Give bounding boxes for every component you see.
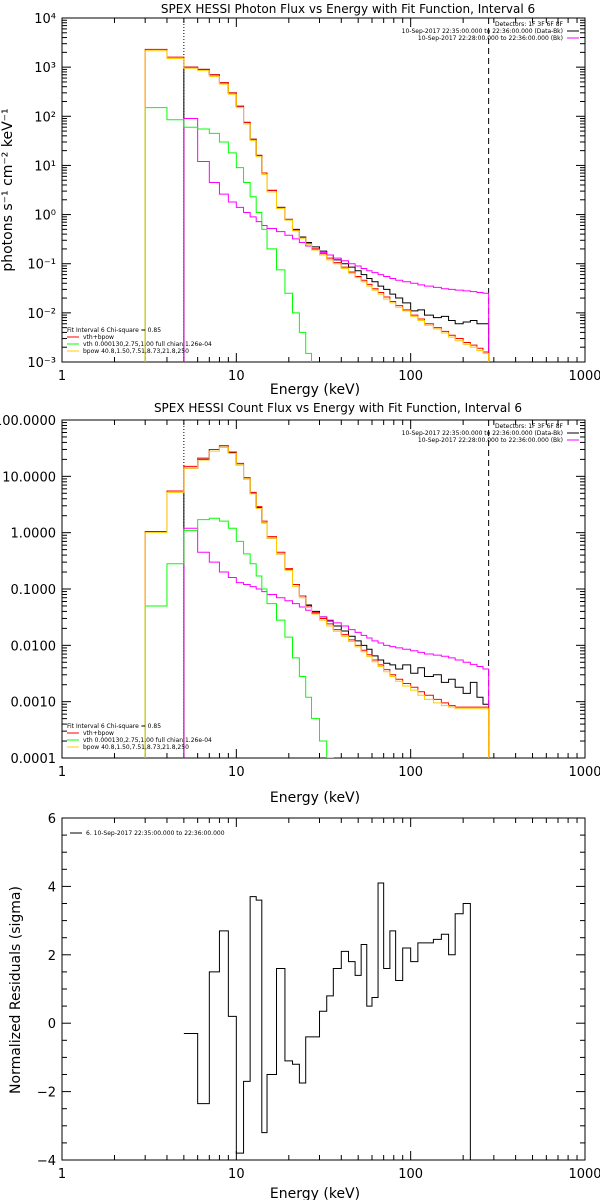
y-tick-label: 10⁻¹ — [27, 258, 56, 273]
x-tick-label: 1 — [58, 1167, 66, 1182]
count-flux-xlabel: Energy (keV) — [270, 790, 360, 806]
legend-bottom-entry: Fit Interval 6 Chi-square = 0.85 — [67, 723, 161, 730]
y-tick-label: 10⁻² — [27, 307, 56, 322]
x-tick-label: 1 — [58, 765, 66, 780]
y-tick-label: 10⁻³ — [27, 356, 56, 371]
x-tick-label: 100 — [398, 369, 423, 384]
plot-frame — [61, 419, 586, 759]
photon-flux-xlabel: Energy (keV) — [270, 382, 360, 398]
series-6-10-sep-2017-22-35-00-000-to-22-36-00-000-line — [183, 882, 471, 1160]
legend-bottom-entry: Fit Interval 6 Chi-square = 0.85 — [67, 327, 161, 334]
series-group — [144, 445, 490, 758]
series-data-bk-line — [183, 446, 490, 758]
x-tick-label: 1000 — [568, 369, 600, 384]
x-tick-label: 100 — [398, 765, 423, 780]
residuals-panel: Energy (keV) Normalized Residuals (sigma… — [8, 812, 600, 1200]
y-tick-label: 10⁴ — [34, 12, 56, 27]
legend-bottom-entry: vth+bpow — [83, 334, 114, 341]
y-tick-label: 0.0010 — [11, 696, 57, 711]
y-tick-label: 0 — [48, 1017, 56, 1032]
legend-top-entry: 10-Sep-2017 22:35:00.000 to 22:36:00.000… — [402, 430, 563, 437]
count-flux-panel: SPEX HESSI Count Flux vs Energy with Fit… — [0, 401, 600, 806]
series-group — [144, 48, 490, 362]
y-tick-label: 10¹ — [34, 159, 56, 174]
legend-bottom-entry: vth+bpow — [83, 730, 114, 737]
series-vth-bpow-line — [144, 48, 490, 362]
x-tick-label: 1000 — [568, 765, 600, 780]
y-tick-label: 6 — [48, 812, 56, 827]
photon-flux-ylabel: photons s⁻¹ cm⁻² keV⁻¹ — [0, 108, 16, 271]
y-tick-label: 10⁰ — [34, 209, 56, 224]
x-tick-label: 100 — [398, 1167, 423, 1182]
x-tick-label: 10 — [228, 369, 245, 384]
series-vth-bpow-line — [144, 445, 490, 758]
legend-bottom-entry: bpow 40.8,1.50,7.51,8.73,21.8,250 — [83, 744, 189, 751]
series-vth-line — [144, 517, 334, 758]
series-vth-line — [144, 107, 313, 362]
legend-top-entry: 10-Sep-2017 22:28:00.000 to 22:36:00.000… — [418, 437, 563, 444]
y-tick-label: −2 — [37, 1086, 56, 1101]
plot-frame — [61, 17, 586, 363]
y-tick-label: 0.0100 — [11, 639, 57, 654]
x-tick-label: 10 — [228, 765, 245, 780]
y-tick-label: 10.0000 — [2, 470, 56, 485]
plot-frame — [61, 817, 586, 1161]
series-bpow-line — [144, 50, 490, 362]
legend-bottom-entry: vth 0.000130,2.75,1.00 full chian 1.26e-… — [83, 737, 212, 744]
y-tick-label: 0.1000 — [11, 583, 57, 598]
legend-bottom-entry: vth 0.000130,2.75,1.00 full chian 1.26e-… — [83, 341, 212, 348]
residuals-xlabel: Energy (keV) — [270, 1186, 360, 1200]
legend-top-entry: 10-Sep-2017 22:35:00.000 to 22:36:00.000… — [402, 28, 563, 35]
photon-flux-panel: SPEX HESSI Photon Flux vs Energy with Fi… — [0, 2, 600, 398]
series-bk-line — [183, 527, 490, 758]
photon-flux-title: SPEX HESSI Photon Flux vs Energy with Fi… — [161, 2, 535, 16]
series-bpow-line — [144, 446, 490, 758]
legend-top-entry: Detectors: 1F 3F 6F 8F — [495, 423, 564, 430]
series-group — [183, 882, 471, 1160]
count-flux-title: SPEX HESSI Count Flux vs Energy with Fit… — [154, 401, 522, 415]
y-tick-label: 10³ — [34, 61, 56, 76]
x-tick-label: 1000 — [568, 1167, 600, 1182]
y-tick-label: 100.0000 — [0, 414, 56, 429]
series-data-bk-line — [183, 66, 490, 362]
y-tick-label: 10² — [34, 110, 56, 125]
legend-top-entry: 10-Sep-2017 22:28:00.000 to 22:36:00.000… — [418, 35, 563, 42]
y-tick-label: −4 — [37, 1154, 56, 1169]
legend-top-entry: 6. 10-Sep-2017 22:35:00.000 to 22:36:00.… — [86, 830, 225, 837]
y-tick-label: 1.0000 — [11, 527, 57, 542]
series-bk-line — [183, 118, 490, 362]
x-tick-label: 10 — [228, 1167, 245, 1182]
legend-top-entry: Detectors: 1F 3F 6F 8F — [495, 21, 564, 28]
y-tick-label: 0.0001 — [11, 752, 57, 767]
legend-bottom-entry: bpow 40.8,1.50,7.51,8.73,21.8,250 — [83, 348, 189, 355]
y-tick-label: 4 — [48, 880, 56, 895]
y-tick-label: 2 — [48, 949, 56, 964]
residuals-ylabel: Normalized Residuals (sigma) — [8, 886, 24, 1094]
x-tick-label: 1 — [58, 369, 66, 384]
